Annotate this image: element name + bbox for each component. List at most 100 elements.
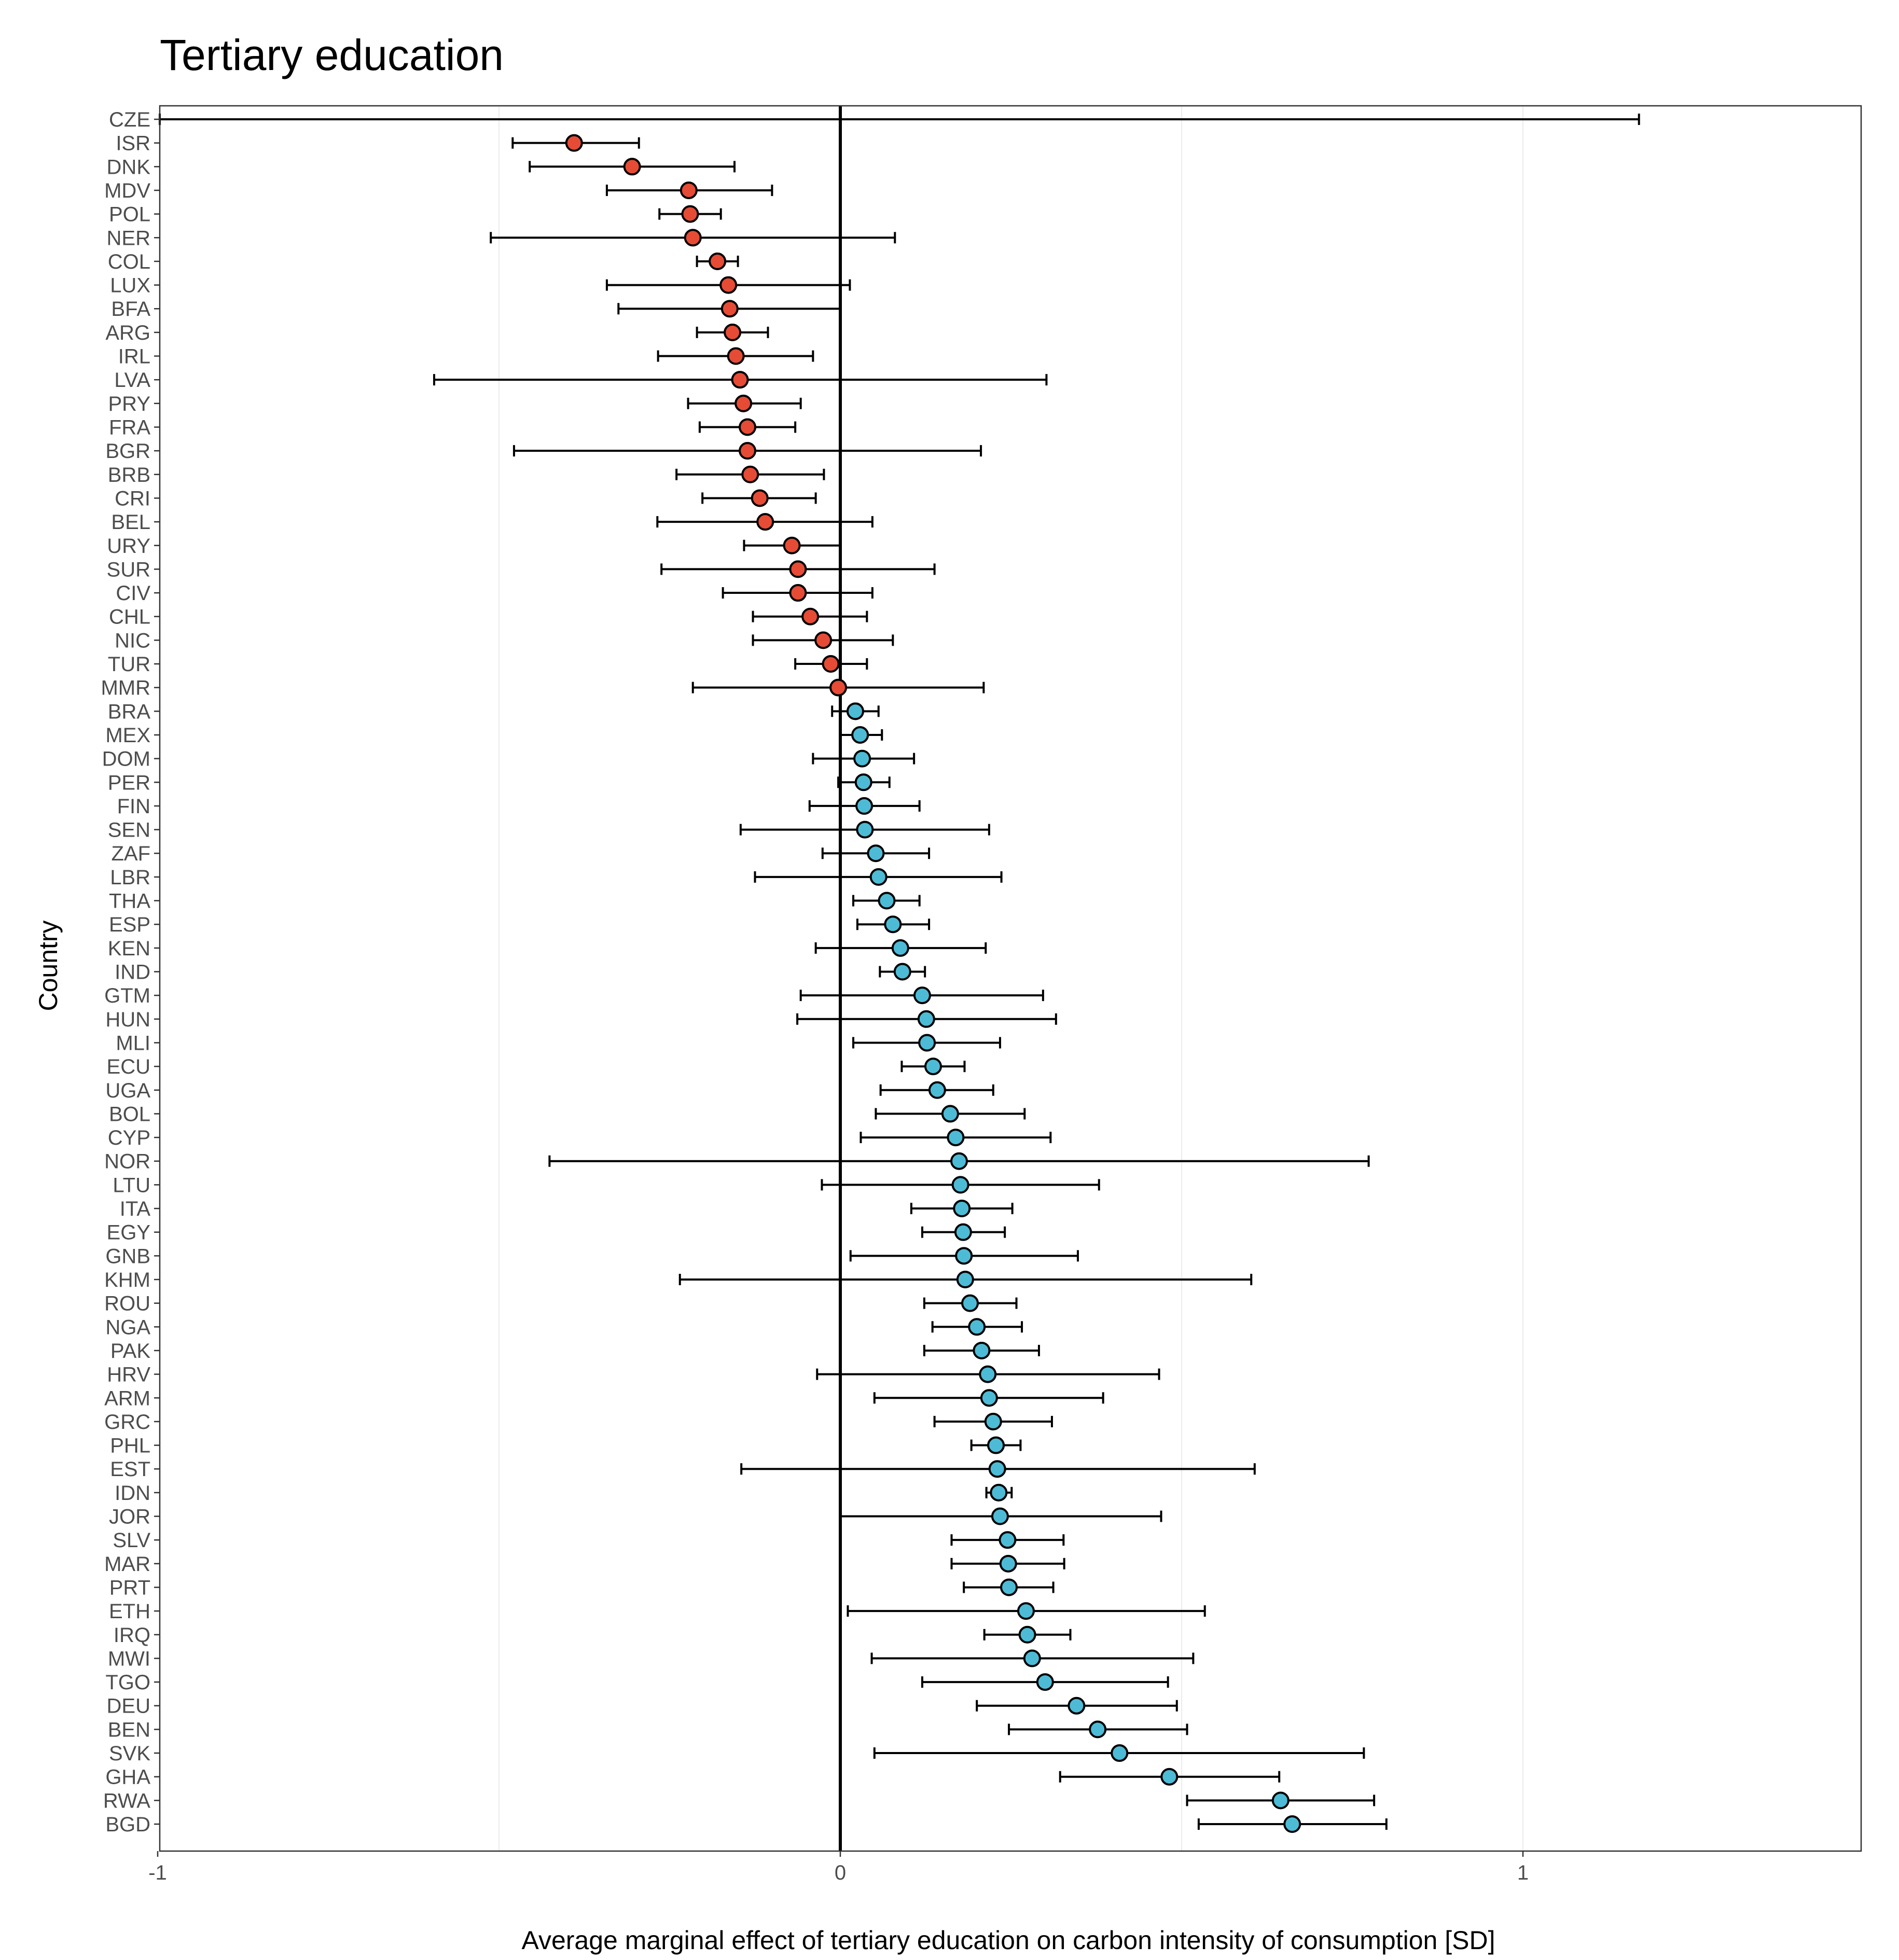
point-bgd <box>1283 1815 1301 1833</box>
y-tick-label-rou: ROU <box>104 1292 150 1315</box>
point-slv <box>999 1531 1017 1549</box>
point-ken <box>891 939 909 957</box>
point-lux <box>719 276 738 294</box>
point-bel <box>756 513 774 531</box>
y-tick-label-phl: PHL <box>110 1435 150 1457</box>
point-fra <box>739 418 757 436</box>
y-tick-label-ken: KEN <box>108 937 150 960</box>
chart-title: Tertiary education <box>160 31 504 79</box>
y-tick-label-cri: CRI <box>115 487 150 510</box>
point-ben <box>1089 1720 1107 1739</box>
estimate-points <box>565 134 1301 1833</box>
y-tick-label-sur: SUR <box>107 558 150 581</box>
point-idn <box>990 1483 1008 1502</box>
y-tick-label-bra: BRA <box>108 700 151 723</box>
y-tick-label-bol: BOL <box>109 1103 150 1125</box>
y-tick-label-irl: IRL <box>118 345 150 368</box>
point-nor <box>950 1152 968 1170</box>
y-tick-label-bgd: BGD <box>105 1813 150 1836</box>
y-tick-label-lva: LVA <box>114 369 150 392</box>
y-tick-label-ita: ITA <box>120 1198 151 1220</box>
point-esp <box>884 915 902 934</box>
point-bra <box>846 702 864 720</box>
y-tick-label-esp: ESP <box>109 913 150 936</box>
y-tick-label-svk: SVK <box>109 1742 150 1765</box>
y-tick-label-cyp: CYP <box>108 1127 150 1149</box>
point-ltu <box>951 1176 969 1194</box>
y-tick-label-deu: DEU <box>107 1695 150 1718</box>
y-tick-label-per: PER <box>108 771 150 794</box>
point-nga <box>968 1318 986 1336</box>
point-mwi <box>1023 1649 1041 1667</box>
y-tick-label-ner: NER <box>107 227 150 249</box>
point-sen <box>856 821 874 839</box>
point-nic <box>814 631 833 649</box>
y-tick-label-chl: CHL <box>109 606 150 629</box>
point-ner <box>684 229 702 247</box>
y-tick-label-nic: NIC <box>115 629 150 652</box>
y-tick-label-idn: IDN <box>115 1482 150 1505</box>
point-ecu <box>924 1058 942 1076</box>
point-mli <box>918 1034 936 1052</box>
y-tick-label-arg: ARG <box>105 322 150 344</box>
point-phl <box>987 1436 1005 1454</box>
point-hrv <box>979 1365 997 1383</box>
point-pak <box>973 1341 991 1359</box>
y-tick-label-bgr: BGR <box>105 440 150 463</box>
point-svk <box>1111 1744 1129 1762</box>
point-cri <box>751 489 769 507</box>
y-tick-label-ecu: ECU <box>107 1055 150 1078</box>
point-per <box>854 773 872 791</box>
point-eth <box>1017 1602 1035 1620</box>
y-tick-label-tur: TUR <box>108 653 150 676</box>
y-tick-label-brb: BRB <box>108 464 150 486</box>
y-tick-label-fra: FRA <box>109 416 150 439</box>
point-chl <box>801 607 820 625</box>
x-axis-label: Average marginal effect of tertiary educ… <box>522 1926 1495 1955</box>
point-khm <box>956 1270 974 1288</box>
y-axis-ticks: CZEISRDNKMDVPOLNERCOLLUXBFAARGIRLLVAPRYF… <box>101 108 160 1836</box>
point-bfa <box>720 300 739 318</box>
point-tur <box>822 655 840 673</box>
point-lbr <box>869 868 888 886</box>
y-tick-label-eth: ETH <box>109 1600 150 1623</box>
y-tick-label-ben: BEN <box>108 1718 150 1741</box>
point-bol <box>941 1105 959 1123</box>
point-civ <box>789 584 807 602</box>
point-mar <box>999 1554 1017 1573</box>
point-pry <box>734 394 753 412</box>
y-axis-label: Country <box>34 920 63 1011</box>
point-ita <box>953 1200 971 1218</box>
point-egy <box>954 1223 972 1241</box>
point-arm <box>980 1389 998 1407</box>
point-dnk <box>623 158 641 176</box>
point-sur <box>789 560 807 578</box>
y-tick-label-nga: NGA <box>105 1316 150 1339</box>
point-grc <box>984 1412 1002 1430</box>
y-tick-label-lbr: LBR <box>110 866 150 889</box>
x-tick-label: 0 <box>835 1861 846 1884</box>
point-est <box>988 1460 1006 1478</box>
y-tick-label-ury: URY <box>107 535 150 558</box>
y-tick-label-civ: CIV <box>116 582 150 605</box>
y-tick-label-lux: LUX <box>110 274 150 297</box>
y-tick-label-rwa: RWA <box>103 1789 150 1812</box>
point-gha <box>1160 1768 1179 1786</box>
y-tick-label-egy: EGY <box>107 1221 150 1244</box>
y-tick-label-tha: THA <box>109 890 150 913</box>
y-tick-label-dom: DOM <box>102 748 150 771</box>
panel-border <box>159 105 1862 1852</box>
y-tick-label-bfa: BFA <box>111 298 150 321</box>
y-tick-label-arm: ARM <box>104 1387 150 1410</box>
point-dom <box>853 749 871 768</box>
y-tick-label-ind: IND <box>115 961 150 984</box>
y-tick-label-grc: GRC <box>104 1411 150 1434</box>
y-tick-label-irq: IRQ <box>114 1624 150 1647</box>
point-arg <box>724 323 742 341</box>
y-tick-label-tgo: TGO <box>105 1671 150 1694</box>
point-gnb <box>955 1247 973 1265</box>
y-tick-label-dnk: DNK <box>107 156 151 178</box>
point-mex <box>851 726 869 744</box>
y-tick-label-fin: FIN <box>117 795 150 818</box>
point-mdv <box>680 181 698 199</box>
